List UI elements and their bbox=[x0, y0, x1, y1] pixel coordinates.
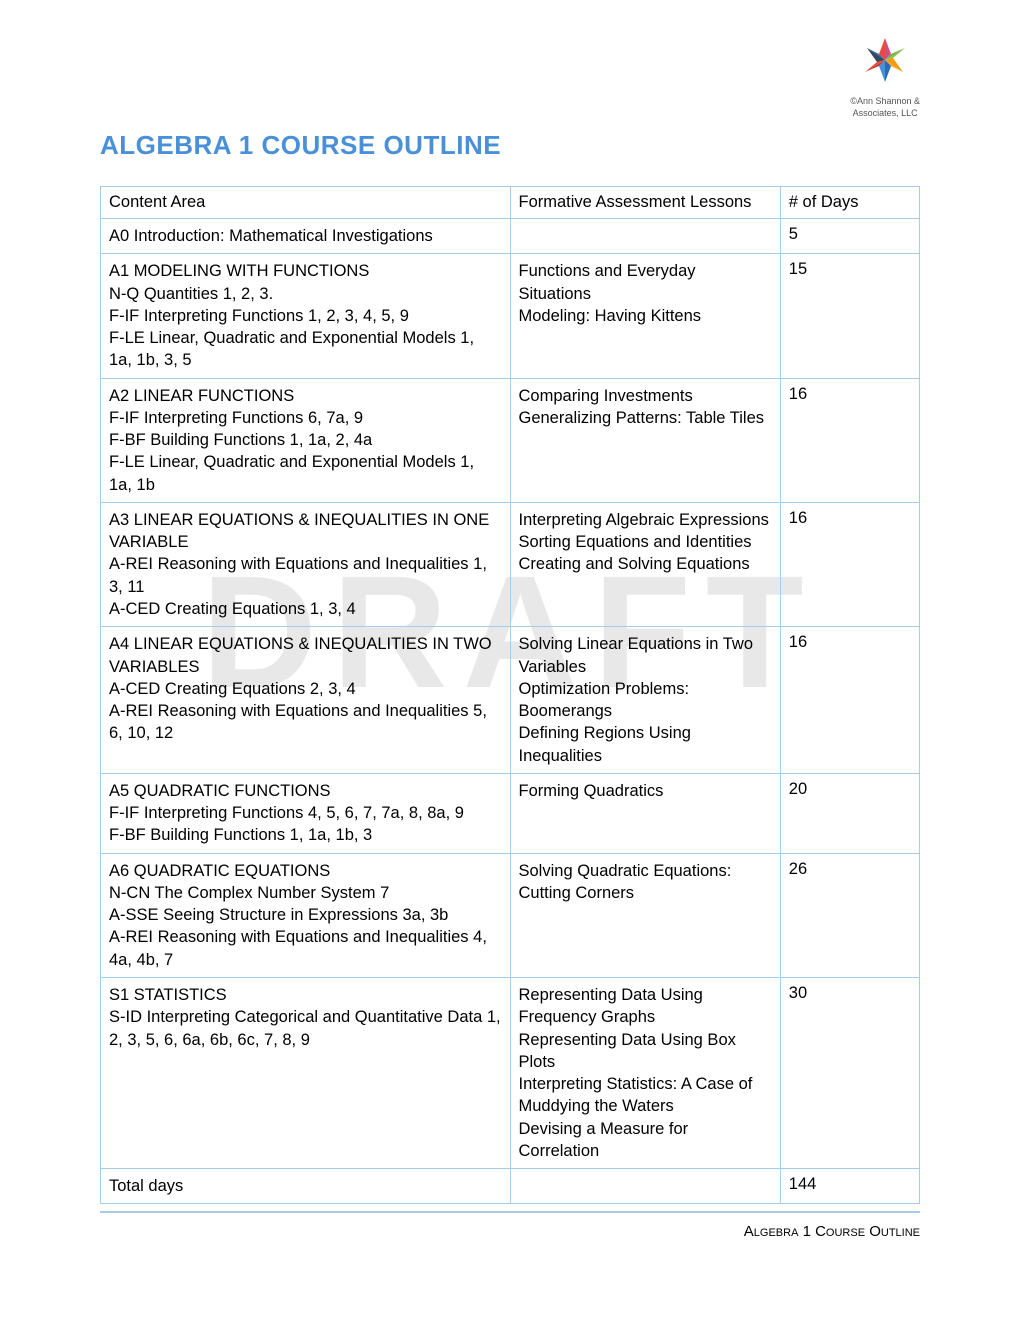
content-cell: A2 LINEAR FUNCTIONSF-IF Interpreting Fun… bbox=[101, 378, 511, 502]
content-line: F-IF Interpreting Functions 6, 7a, 9 bbox=[109, 407, 502, 429]
lesson-line: Devising a Measure for Correlation bbox=[519, 1118, 772, 1163]
lessons-cell: Solving Quadratic Equations: Cutting Cor… bbox=[510, 853, 780, 977]
lesson-line: Interpreting Statistics: A Case of Muddy… bbox=[519, 1073, 772, 1118]
lesson-line: Functions and Everyday Situations bbox=[519, 260, 772, 305]
content-cell: A1 MODELING WITH FUNCTIONSN-Q Quantities… bbox=[101, 254, 511, 378]
lessons-cell: Solving Linear Equations in Two Variable… bbox=[510, 627, 780, 774]
content-cell: A6 QUADRATIC EQUATIONSN-CN The Complex N… bbox=[101, 853, 511, 977]
lessons-cell: Interpreting Algebraic ExpressionsSortin… bbox=[510, 502, 780, 626]
content-line: A-REI Reasoning with Equations and Inequ… bbox=[109, 553, 502, 598]
table-row: A0 Introduction: Mathematical Investigat… bbox=[101, 219, 920, 254]
content-line: A6 QUADRATIC EQUATIONS bbox=[109, 860, 502, 882]
content-line: S1 STATISTICS bbox=[109, 984, 502, 1006]
lesson-line: Creating and Solving Equations bbox=[519, 553, 772, 575]
lessons-cell: Comparing InvestmentsGeneralizing Patter… bbox=[510, 378, 780, 502]
table-row: Total days 144 bbox=[101, 1169, 920, 1204]
logo-text-line1: ©Ann Shannon & bbox=[850, 97, 920, 107]
days-cell: 30 bbox=[780, 977, 919, 1168]
content-line: A4 LINEAR EQUATIONS & INEQUALITIES IN TW… bbox=[109, 633, 502, 678]
lessons-cell: Representing Data Using Frequency Graphs… bbox=[510, 977, 780, 1168]
lessons-cell: Forming Quadratics bbox=[510, 773, 780, 853]
days-cell: 26 bbox=[780, 853, 919, 977]
content-line: Total days bbox=[109, 1175, 502, 1197]
content-line: S-ID Interpreting Categorical and Quanti… bbox=[109, 1006, 502, 1051]
lesson-line: Forming Quadratics bbox=[519, 780, 772, 802]
lesson-line: Solving Linear Equations in Two Variable… bbox=[519, 633, 772, 678]
days-cell: 5 bbox=[780, 219, 919, 254]
lesson-line: Solving Quadratic Equations: Cutting Cor… bbox=[519, 860, 772, 905]
content-line: A1 MODELING WITH FUNCTIONS bbox=[109, 260, 502, 282]
content-cell: Total days bbox=[101, 1169, 511, 1204]
course-table: Content Area Formative Assessment Lesson… bbox=[100, 186, 920, 1204]
content-line: A2 LINEAR FUNCTIONS bbox=[109, 385, 502, 407]
days-cell: 16 bbox=[780, 378, 919, 502]
content-cell: A5 QUADRATIC FUNCTIONSF-IF Interpreting … bbox=[101, 773, 511, 853]
logo-text-line2: Associates, LLC bbox=[850, 109, 920, 119]
content-line: A-CED Creating Equations 1, 3, 4 bbox=[109, 598, 502, 620]
lesson-line: Sorting Equations and Identities bbox=[519, 531, 772, 553]
star-icon bbox=[855, 30, 915, 90]
lessons-cell: Functions and Everyday SituationsModelin… bbox=[510, 254, 780, 378]
content-line: F-BF Building Functions 1, 1a, 2, 4a bbox=[109, 429, 502, 451]
lesson-line: Representing Data Using Box Plots bbox=[519, 1029, 772, 1074]
lessons-cell bbox=[510, 1169, 780, 1204]
lesson-line: Representing Data Using Frequency Graphs bbox=[519, 984, 772, 1029]
content-line: F-BF Building Functions 1, 1a, 1b, 3 bbox=[109, 824, 502, 846]
table-row: S1 STATISTICSS-ID Interpreting Categoric… bbox=[101, 977, 920, 1168]
table-row: A4 LINEAR EQUATIONS & INEQUALITIES IN TW… bbox=[101, 627, 920, 774]
days-cell: 16 bbox=[780, 627, 919, 774]
content-line: A3 LINEAR EQUATIONS & INEQUALITIES IN ON… bbox=[109, 509, 502, 554]
content-line: A0 Introduction: Mathematical Investigat… bbox=[109, 225, 502, 247]
content-line: A-REI Reasoning with Equations and Inequ… bbox=[109, 700, 502, 745]
days-cell: 15 bbox=[780, 254, 919, 378]
lesson-line: Interpreting Algebraic Expressions bbox=[519, 509, 772, 531]
header-days: # of Days bbox=[780, 187, 919, 219]
table-row: A3 LINEAR EQUATIONS & INEQUALITIES IN ON… bbox=[101, 502, 920, 626]
lesson-line: Defining Regions Using Inequalities bbox=[519, 722, 772, 767]
lesson-line: Comparing Investments bbox=[519, 385, 772, 407]
header-content: Content Area bbox=[101, 187, 511, 219]
content-cell: A0 Introduction: Mathematical Investigat… bbox=[101, 219, 511, 254]
lessons-cell bbox=[510, 219, 780, 254]
header-lessons: Formative Assessment Lessons bbox=[510, 187, 780, 219]
days-cell: 20 bbox=[780, 773, 919, 853]
lesson-line: Optimization Problems: Boomerangs bbox=[519, 678, 772, 723]
content-line: A-CED Creating Equations 2, 3, 4 bbox=[109, 678, 502, 700]
content-cell: A3 LINEAR EQUATIONS & INEQUALITIES IN ON… bbox=[101, 502, 511, 626]
content-line: A5 QUADRATIC FUNCTIONS bbox=[109, 780, 502, 802]
content-line: F-IF Interpreting Functions 4, 5, 6, 7, … bbox=[109, 802, 502, 824]
footer-text: Algebra 1 Course Outline bbox=[100, 1223, 920, 1240]
days-cell: 16 bbox=[780, 502, 919, 626]
table-row: A5 QUADRATIC FUNCTIONSF-IF Interpreting … bbox=[101, 773, 920, 853]
footer: Algebra 1 Course Outline bbox=[100, 1211, 920, 1240]
table-row: A6 QUADRATIC EQUATIONSN-CN The Complex N… bbox=[101, 853, 920, 977]
content-line: F-LE Linear, Quadratic and Exponential M… bbox=[109, 451, 502, 496]
lesson-line: Modeling: Having Kittens bbox=[519, 305, 772, 327]
footer-divider bbox=[100, 1211, 920, 1213]
content-cell: S1 STATISTICSS-ID Interpreting Categoric… bbox=[101, 977, 511, 1168]
days-cell: 144 bbox=[780, 1169, 919, 1204]
content-cell: A4 LINEAR EQUATIONS & INEQUALITIES IN TW… bbox=[101, 627, 511, 774]
content-line: A-REI Reasoning with Equations and Inequ… bbox=[109, 926, 502, 971]
content-line: N-CN The Complex Number System 7 bbox=[109, 882, 502, 904]
table-row: A1 MODELING WITH FUNCTIONSN-Q Quantities… bbox=[101, 254, 920, 378]
content-line: F-LE Linear, Quadratic and Exponential M… bbox=[109, 327, 502, 372]
page-title: ALGEBRA 1 COURSE OUTLINE bbox=[100, 130, 920, 161]
content-line: N-Q Quantities 1, 2, 3. bbox=[109, 283, 502, 305]
table-row: A2 LINEAR FUNCTIONSF-IF Interpreting Fun… bbox=[101, 378, 920, 502]
content-line: A-SSE Seeing Structure in Expressions 3a… bbox=[109, 904, 502, 926]
content-line: F-IF Interpreting Functions 1, 2, 3, 4, … bbox=[109, 305, 502, 327]
table-header-row: Content Area Formative Assessment Lesson… bbox=[101, 187, 920, 219]
lesson-line: Generalizing Patterns: Table Tiles bbox=[519, 407, 772, 429]
logo: ©Ann Shannon & Associates, LLC bbox=[850, 30, 920, 119]
